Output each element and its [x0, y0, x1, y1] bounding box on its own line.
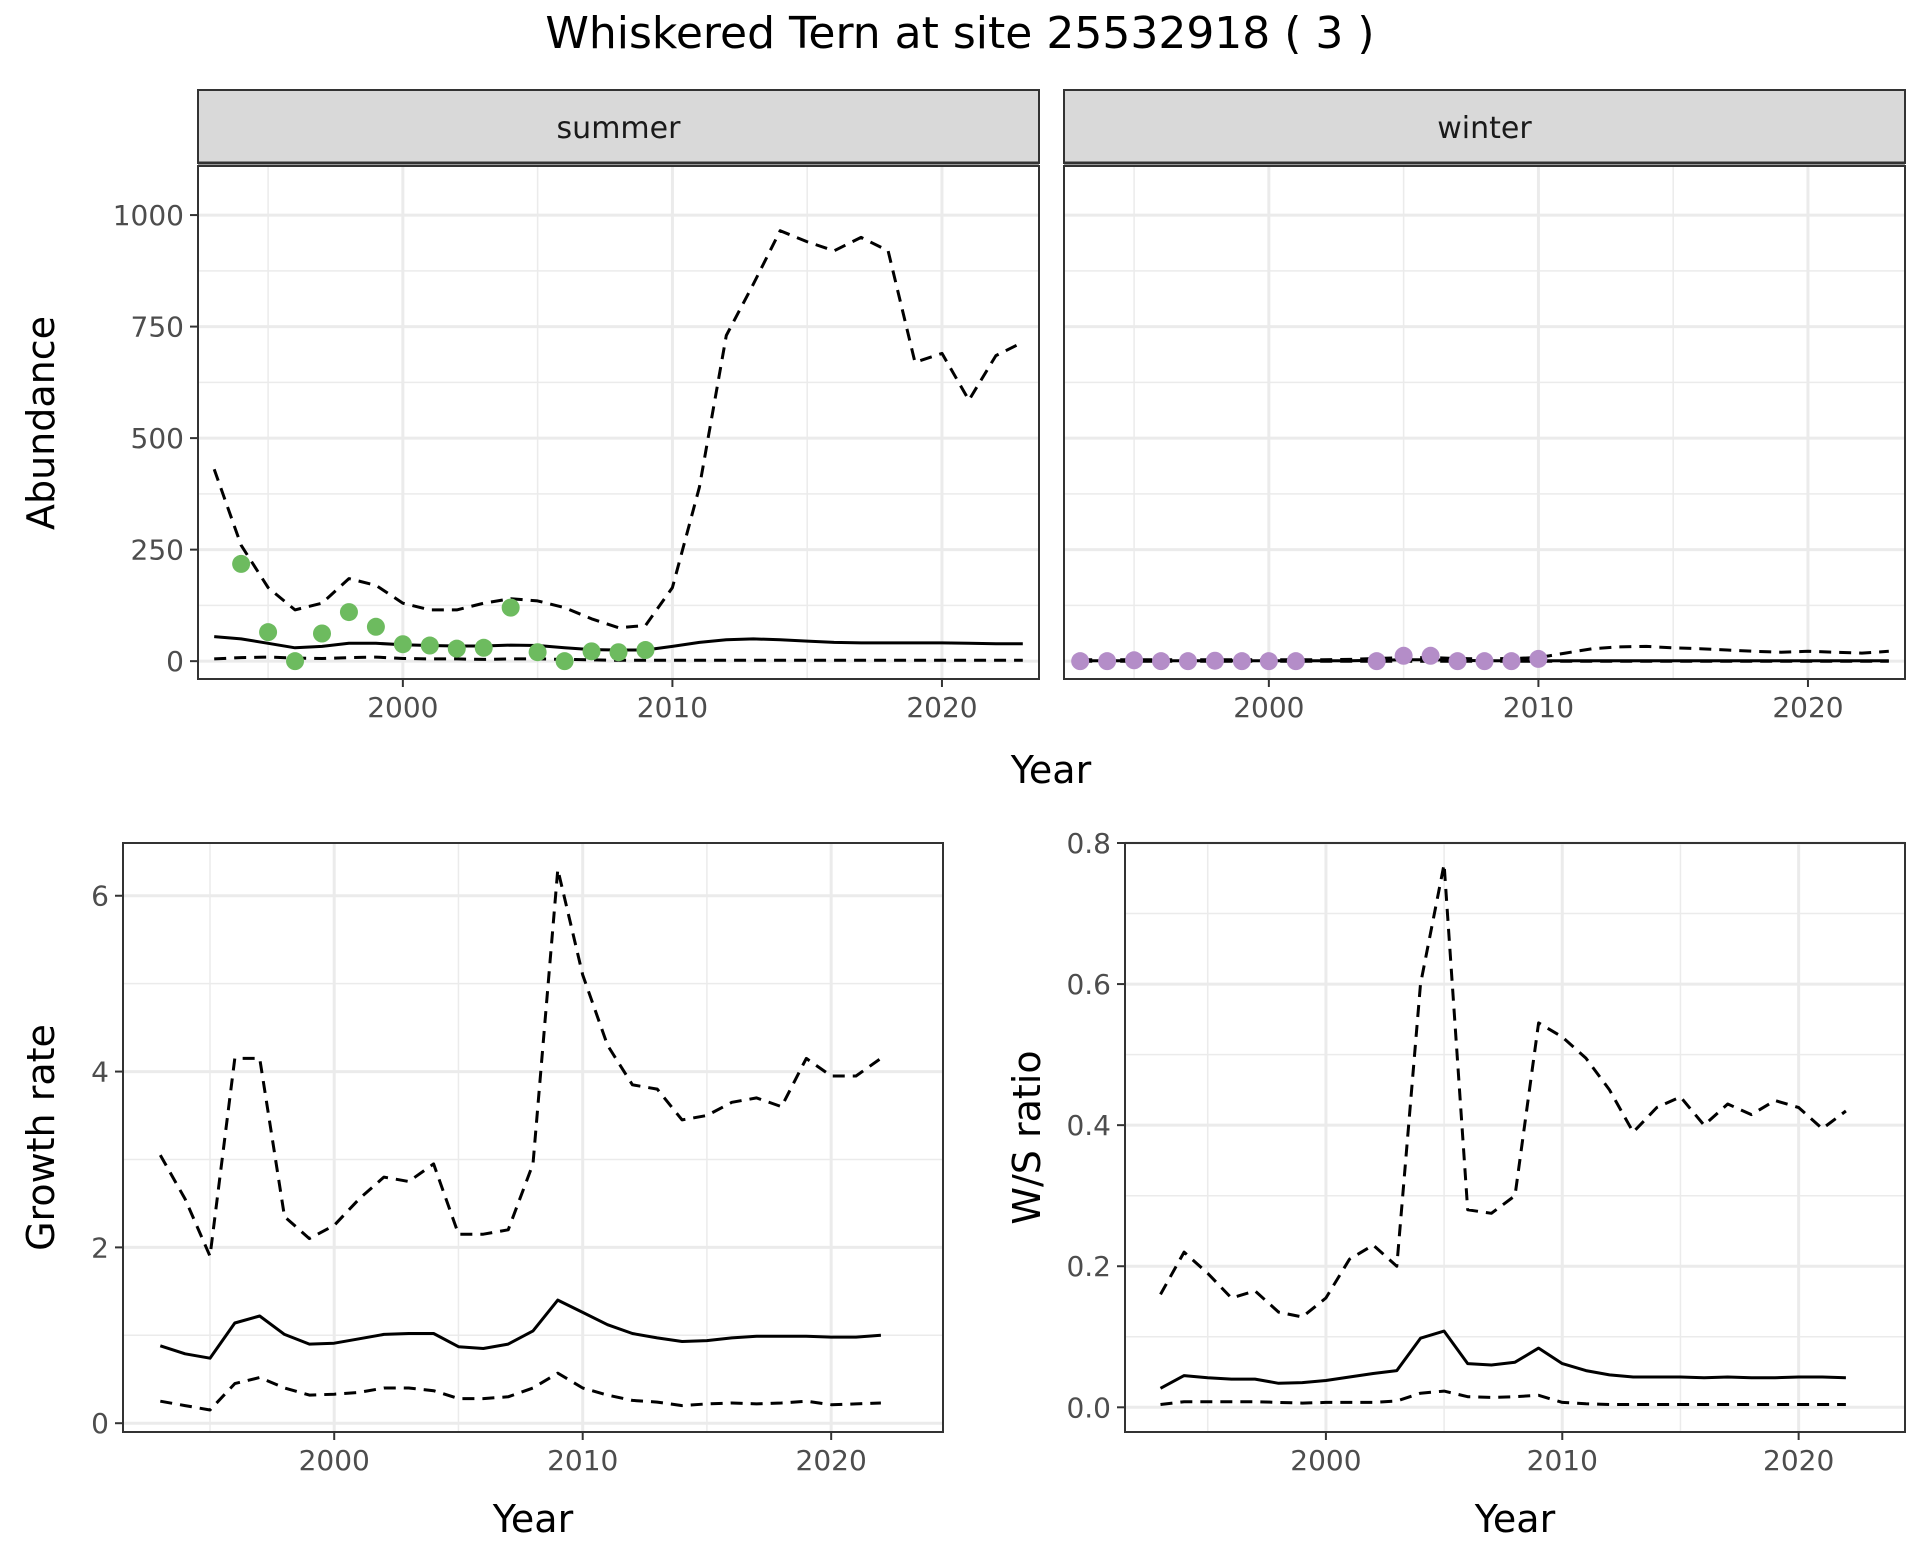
ratio-panel-bg [1125, 843, 1905, 1432]
observed-point [1475, 652, 1494, 671]
observed-point [286, 652, 305, 671]
abundance-x-tick-label: 2000 [367, 691, 438, 724]
ratio-series-1-line [1159, 862, 1847, 1319]
ratio-x-axis-title: Year [1474, 1497, 1556, 1541]
ratio-y-axis-title: W/S ratio [1005, 1050, 1049, 1224]
growth-x-axis-title: Year [492, 1497, 574, 1541]
growth-panel-border [122, 842, 944, 1433]
growth-series-2-line [160, 1371, 881, 1412]
panel-border [1063, 165, 1906, 680]
ratio-x-tick-label: 2020 [1763, 1444, 1834, 1477]
abundance-y-axis-title: Abundance [19, 316, 63, 530]
observed-point [1286, 652, 1305, 671]
panel-border [197, 165, 1040, 680]
observed-point [555, 652, 574, 671]
ratio-series-0-line [1159, 1329, 1846, 1390]
facet-strip-label: summer [557, 111, 682, 146]
observed-point [582, 642, 601, 661]
growth-x-tick-label: 2010 [547, 1444, 618, 1477]
ratio-y-tick-label: 0.4 [1066, 1109, 1111, 1142]
growth-y-axis-title: Growth rate [19, 1024, 63, 1251]
ratio-y-tick-label: 0.6 [1066, 968, 1111, 1001]
upper-bound-line [212, 229, 1024, 630]
figure-title: Whiskered Tern at site 25532918 ( 3 ) [545, 8, 1374, 59]
observed-point [609, 643, 628, 662]
growth-series-1-line [158, 867, 882, 1258]
observed-point [1529, 649, 1548, 668]
growth-y-tick-label: 0 [91, 1407, 109, 1440]
growth-y-tick-label: 6 [91, 880, 109, 913]
abundance-y-tick-label: 500 [131, 422, 184, 455]
abundance-y-tick-label: 1000 [113, 199, 184, 232]
abundance-x-tick-label: 2010 [1503, 691, 1574, 724]
abundance-panel-winter: winter 2000 2010 2020 [1063, 89, 1906, 724]
observed-point [366, 617, 385, 636]
observed-point [312, 624, 331, 643]
observed-point [528, 643, 547, 662]
observed-point [474, 638, 493, 657]
observed-point [393, 635, 412, 654]
observed-point [1071, 652, 1090, 671]
ratio-y-tick-label: 0.0 [1066, 1391, 1111, 1424]
facet-strip [197, 89, 1040, 164]
observed-point [259, 623, 278, 642]
ratio-y-tick-label: 0.2 [1066, 1250, 1111, 1283]
ratio-x-tick-label: 2010 [1527, 1444, 1598, 1477]
observed-point [1394, 646, 1413, 665]
ratio-x-tick-label: 2000 [1290, 1444, 1361, 1477]
observed-point [1259, 652, 1278, 671]
ratio-y-tick-label: 0.8 [1066, 827, 1111, 860]
observed-point [339, 603, 358, 622]
ratio-panel-border [1124, 842, 1906, 1433]
abundance-panel-bg [1064, 166, 1905, 679]
abundance-x-tick-label: 2020 [906, 691, 977, 724]
observed-point [1152, 652, 1171, 671]
facet-strip-label: winter [1437, 111, 1532, 146]
abundance-x-tick-label: 2010 [637, 691, 708, 724]
abundance-x-tick-label: 2020 [1772, 691, 1843, 724]
growth-y-tick-label: 4 [91, 1056, 109, 1089]
observed-point [1205, 651, 1224, 670]
observed-point [447, 639, 466, 658]
abundance-y-tick-label: 250 [131, 534, 184, 567]
observed-point [1178, 652, 1197, 671]
growth-panel-bg [123, 843, 943, 1432]
observed-point [1367, 652, 1386, 671]
observed-point [1098, 652, 1117, 671]
abundance-panel-summer: summer 2000 2010 2020 0 250 500 750 1000 [113, 89, 1040, 724]
observed-point [636, 641, 655, 660]
growth-series-0-line [159, 1298, 882, 1360]
observed-point [1502, 652, 1521, 671]
growth-y-tick-label: 2 [91, 1231, 109, 1264]
abundance-y-tick-label: 0 [166, 645, 184, 678]
abundance-panel-bg [198, 166, 1039, 679]
growth-x-tick-label: 2000 [299, 1444, 370, 1477]
ratio-panel: 2000 2010 2020 0.0 0.2 0.4 0.6 0.8 Year W/S ratio [1005, 827, 1906, 1541]
ratio-series-2-line [1160, 1389, 1846, 1406]
growth-x-tick-label: 2020 [796, 1444, 867, 1477]
abundance-x-axis-title: Year [1010, 748, 1092, 792]
observed-point [420, 636, 439, 655]
abundance-y-tick-label: 750 [131, 311, 184, 344]
observed-point [1421, 646, 1440, 665]
observed-point [1232, 652, 1251, 671]
observed-point [501, 598, 520, 617]
observed-point [232, 554, 251, 573]
observed-point [1448, 652, 1467, 671]
growth-panel: 2000 2010 2020 0 2 4 6 Year Growth rate [19, 842, 944, 1541]
abundance-x-tick-label: 2000 [1233, 691, 1304, 724]
observed-point [1125, 651, 1144, 670]
